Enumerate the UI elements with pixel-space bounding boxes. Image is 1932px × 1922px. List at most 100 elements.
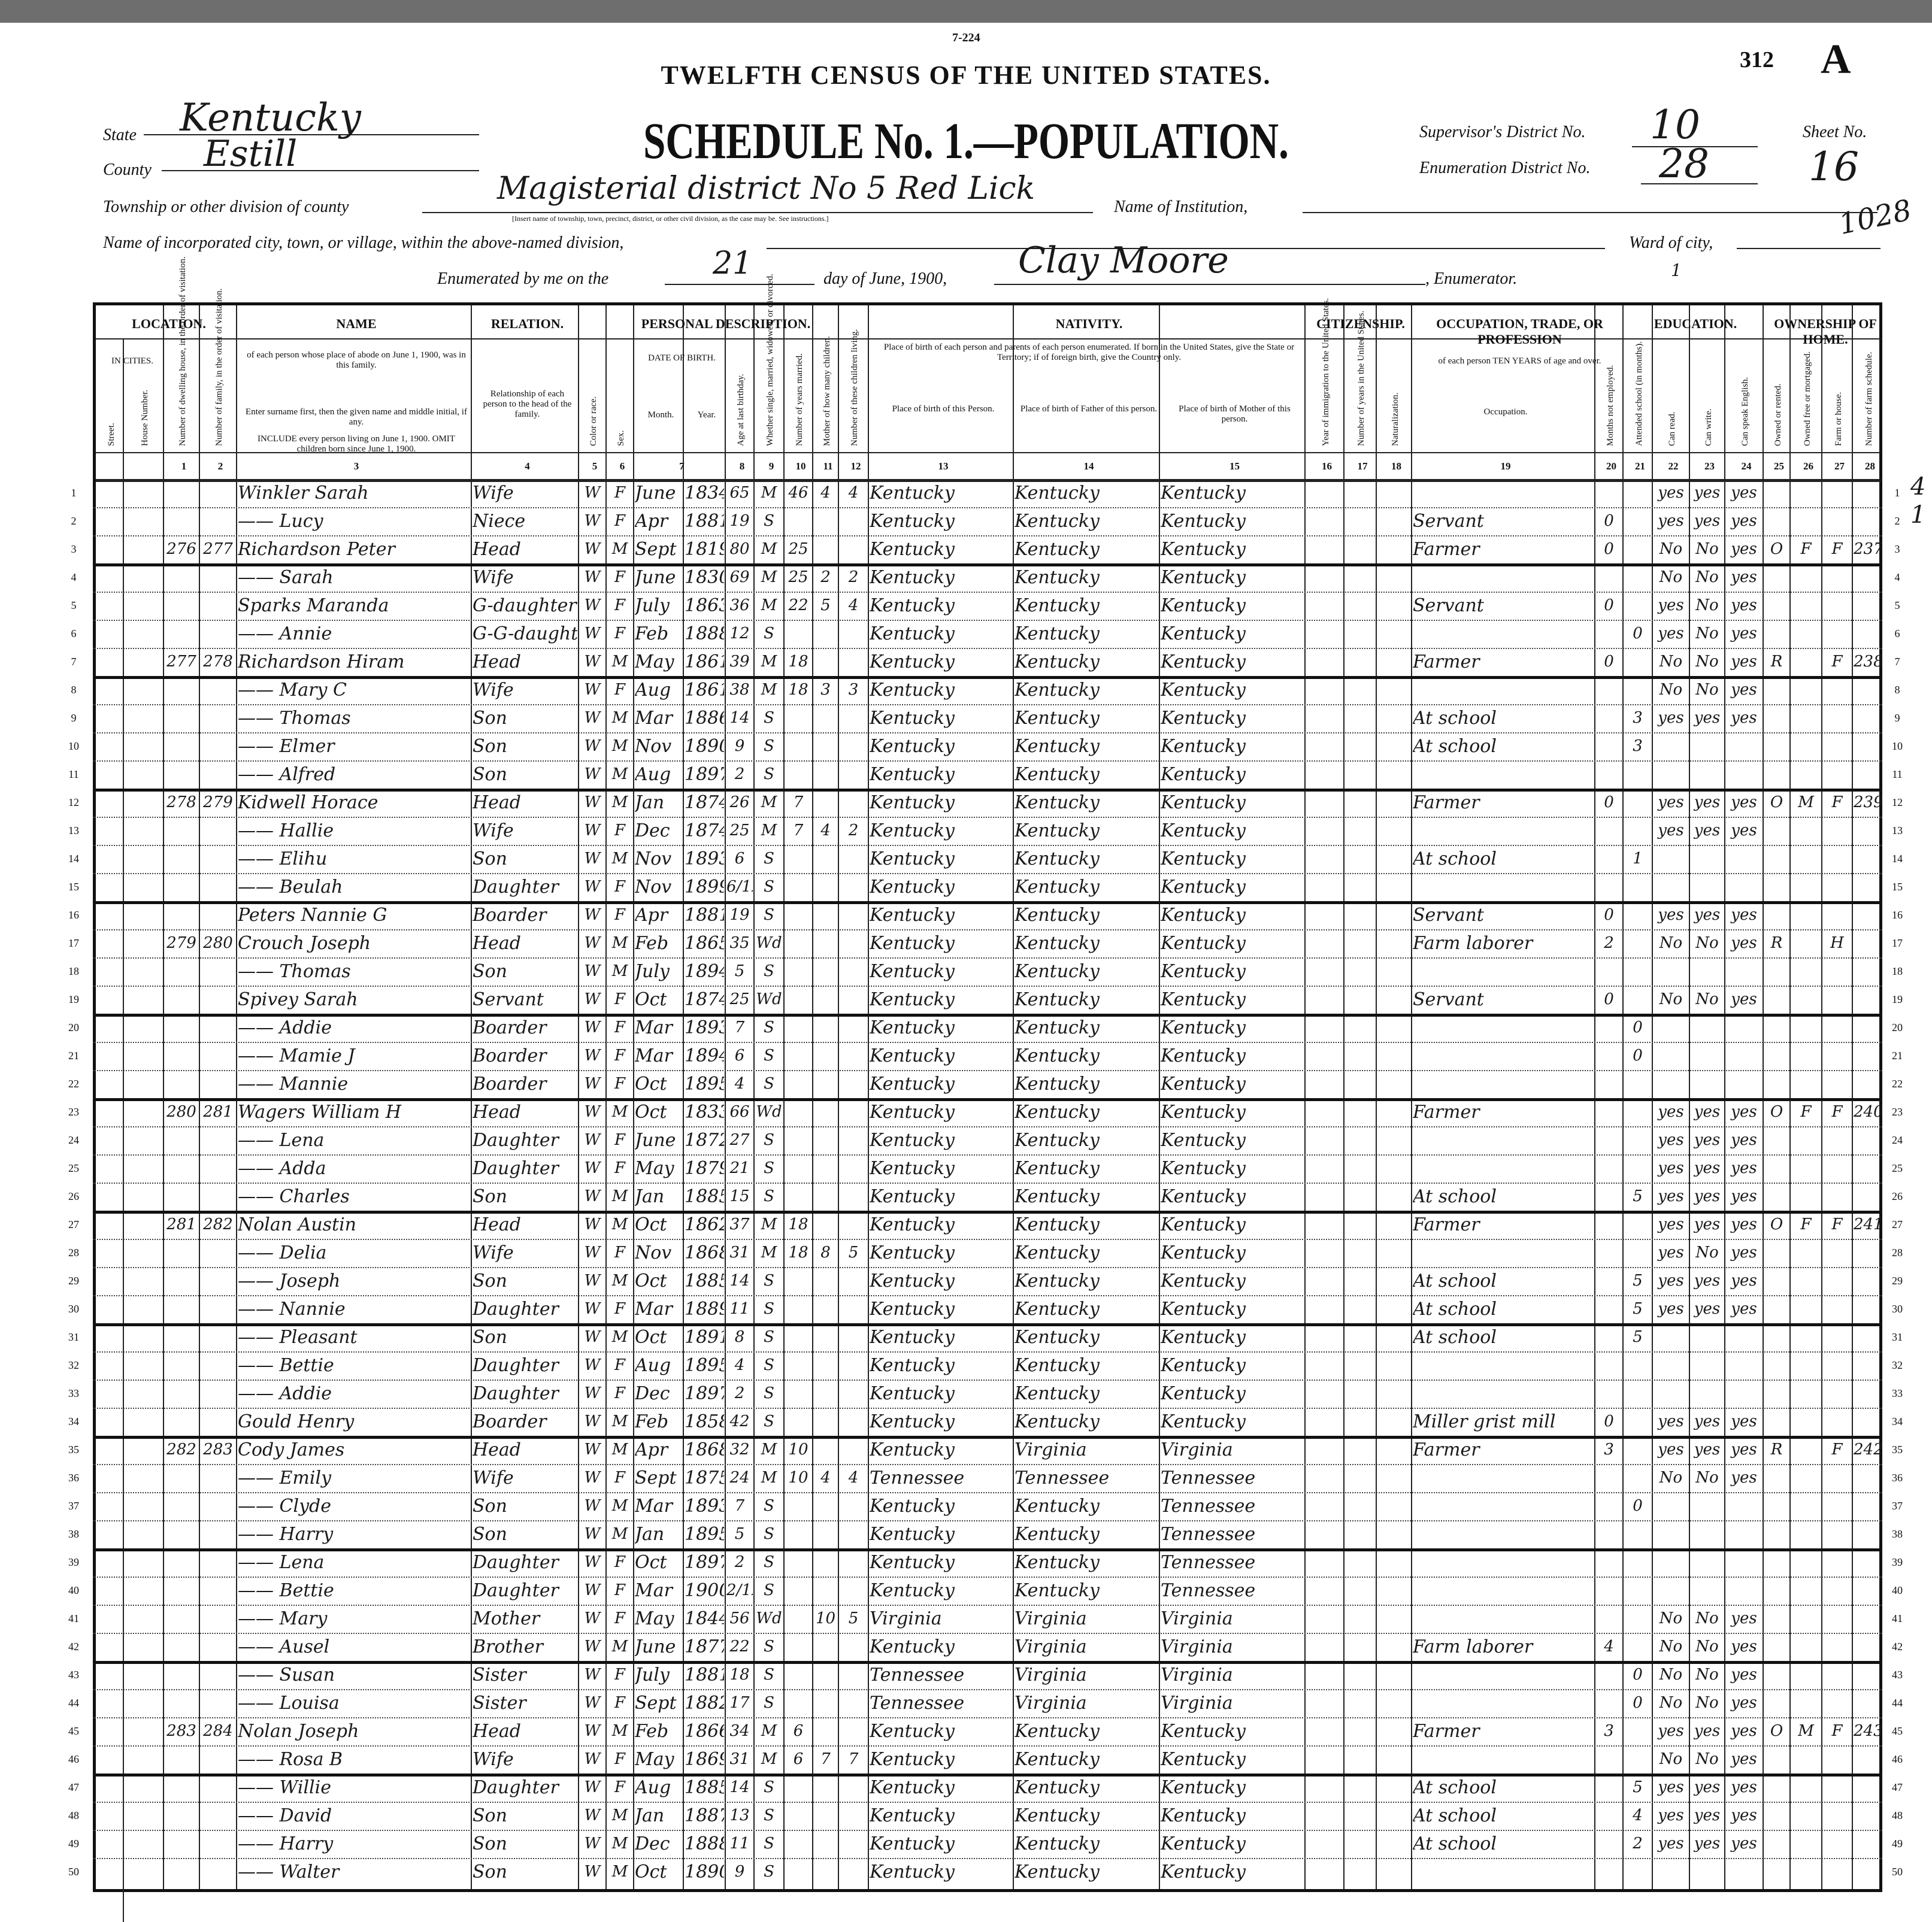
cell-mar: S <box>764 512 774 530</box>
cell-year: 1830 <box>685 567 724 588</box>
cell-bm: Virginia <box>1161 1693 1233 1714</box>
cell-name: Winkler Sarah <box>238 483 369 504</box>
column-number: 11 <box>823 460 833 472</box>
cell-read: yes <box>1658 1300 1684 1318</box>
cell-month: Sept <box>635 1468 677 1489</box>
cell-bm: Kentucky <box>1161 1355 1246 1376</box>
cell-age: 36 <box>729 596 750 614</box>
cell-bp: Kentucky <box>870 905 955 926</box>
cell-bf: Virginia <box>1015 1665 1087 1685</box>
row-number: 21 <box>1892 1050 1903 1062</box>
sheet-value: 16 <box>1809 144 1859 190</box>
cell-age: 14 <box>729 1272 750 1290</box>
cell-color: W <box>584 1075 601 1093</box>
column-number: 28 <box>1865 460 1875 472</box>
column-divider <box>578 305 579 1889</box>
cell-bp: Kentucky <box>870 1805 955 1826</box>
cell-eng: yes <box>1731 1272 1757 1290</box>
cell-eng: yes <box>1731 596 1757 614</box>
cell-read: yes <box>1658 625 1684 642</box>
row-divider <box>93 535 1882 536</box>
cell-read: yes <box>1658 512 1684 530</box>
cell-color: W <box>584 1553 601 1571</box>
cell-occ: Farmer <box>1413 1721 1480 1742</box>
cell-month: Mar <box>635 708 673 729</box>
city-label: Name of incorporated city, town, or vill… <box>103 234 624 252</box>
cell-month: Jan <box>635 1524 665 1545</box>
cell-eng: yes <box>1731 1131 1757 1149</box>
cell-bf: Kentucky <box>1015 1552 1100 1573</box>
cell-read: No <box>1659 681 1683 699</box>
cell-age: 69 <box>729 568 750 586</box>
cell-write: No <box>1695 990 1719 1008</box>
day-label: day of June, 1900, <box>823 269 947 288</box>
cell-sex: F <box>614 1384 626 1402</box>
cell-color: W <box>584 962 601 980</box>
ward-line <box>1737 222 1880 249</box>
cell-bf: Tennessee <box>1015 1468 1110 1489</box>
nativity-description: Place of birth of each person and parent… <box>883 342 1295 362</box>
cell-rel: Wife <box>473 680 514 701</box>
cell-sex: M <box>611 765 628 783</box>
personal-description-heading: PERSONAL DESCRIPTION. <box>641 316 811 331</box>
cell-read: yes <box>1658 1244 1684 1262</box>
cell-name: —— Rosa B <box>238 1749 343 1770</box>
cell-bm: Kentucky <box>1161 1045 1246 1066</box>
cell-mar: S <box>764 765 774 783</box>
row-number: 32 <box>1892 1359 1903 1371</box>
street-column-label: Street. <box>106 423 116 446</box>
cell-bm: Kentucky <box>1161 736 1246 757</box>
cell-mar: S <box>764 1806 774 1824</box>
cell-sched: 237 <box>1854 540 1882 558</box>
cell-age: 14 <box>729 1778 750 1796</box>
cell-read: No <box>1659 1469 1683 1487</box>
cell-sex: M <box>611 1187 628 1205</box>
cell-write: No <box>1695 681 1719 699</box>
column-divider <box>683 305 684 1889</box>
row-number: 15 <box>68 881 79 893</box>
cell-color: W <box>584 765 601 783</box>
cell-occ: Servant <box>1413 989 1484 1010</box>
cell-eng: yes <box>1731 1469 1757 1487</box>
column-number: 9 <box>768 460 774 472</box>
column-number: 25 <box>1774 460 1784 472</box>
cell-month: Mar <box>635 1017 673 1038</box>
cell-school: 0 <box>1633 1666 1643 1684</box>
cell-own: O <box>1770 793 1783 811</box>
cell-rel: Son <box>473 961 507 982</box>
cell-bm: Tennessee <box>1161 1580 1256 1601</box>
cell-farm: F <box>1831 1215 1843 1233</box>
row-divider <box>93 620 1882 621</box>
cell-bp: Kentucky <box>870 680 955 701</box>
cell-bm: Tennessee <box>1161 1496 1256 1517</box>
cell-write: No <box>1695 1666 1719 1684</box>
color-column-label: Color or race. <box>589 396 598 446</box>
cell-month: June <box>635 567 676 588</box>
cell-moth: 2 <box>820 568 831 586</box>
cell-unemp: 0 <box>1604 906 1614 924</box>
cell-sched: 239 <box>1854 793 1882 811</box>
row-divider <box>93 1492 1882 1493</box>
cell-name: —— Addie <box>238 1383 332 1404</box>
cell-name: Nolan Joseph <box>238 1721 359 1742</box>
cell-age: 4 <box>734 1075 745 1093</box>
cell-school: 0 <box>1633 1018 1643 1036</box>
imm-column-label: Year of immigration to the United States… <box>1321 298 1331 446</box>
cell-eng: yes <box>1731 1187 1757 1205</box>
cell-month: Nov <box>635 736 672 757</box>
cell-year: 1834 <box>685 483 724 504</box>
cell-rel: Wife <box>473 1749 514 1770</box>
cell-mar: S <box>764 1666 774 1684</box>
cell-bp: Kentucky <box>870 1045 955 1066</box>
cell-age: 31 <box>729 1750 750 1768</box>
cell-mar: S <box>764 1018 774 1036</box>
cell-write: No <box>1695 1694 1719 1712</box>
row-divider <box>93 873 1882 874</box>
cell-read: yes <box>1658 709 1684 727</box>
cell-year: 1862 <box>685 1214 724 1235</box>
cell-read: yes <box>1658 906 1684 924</box>
cell-unemp: 4 <box>1604 1638 1614 1656</box>
year-label: Year. <box>697 410 716 420</box>
row-number: 9 <box>1894 712 1900 724</box>
